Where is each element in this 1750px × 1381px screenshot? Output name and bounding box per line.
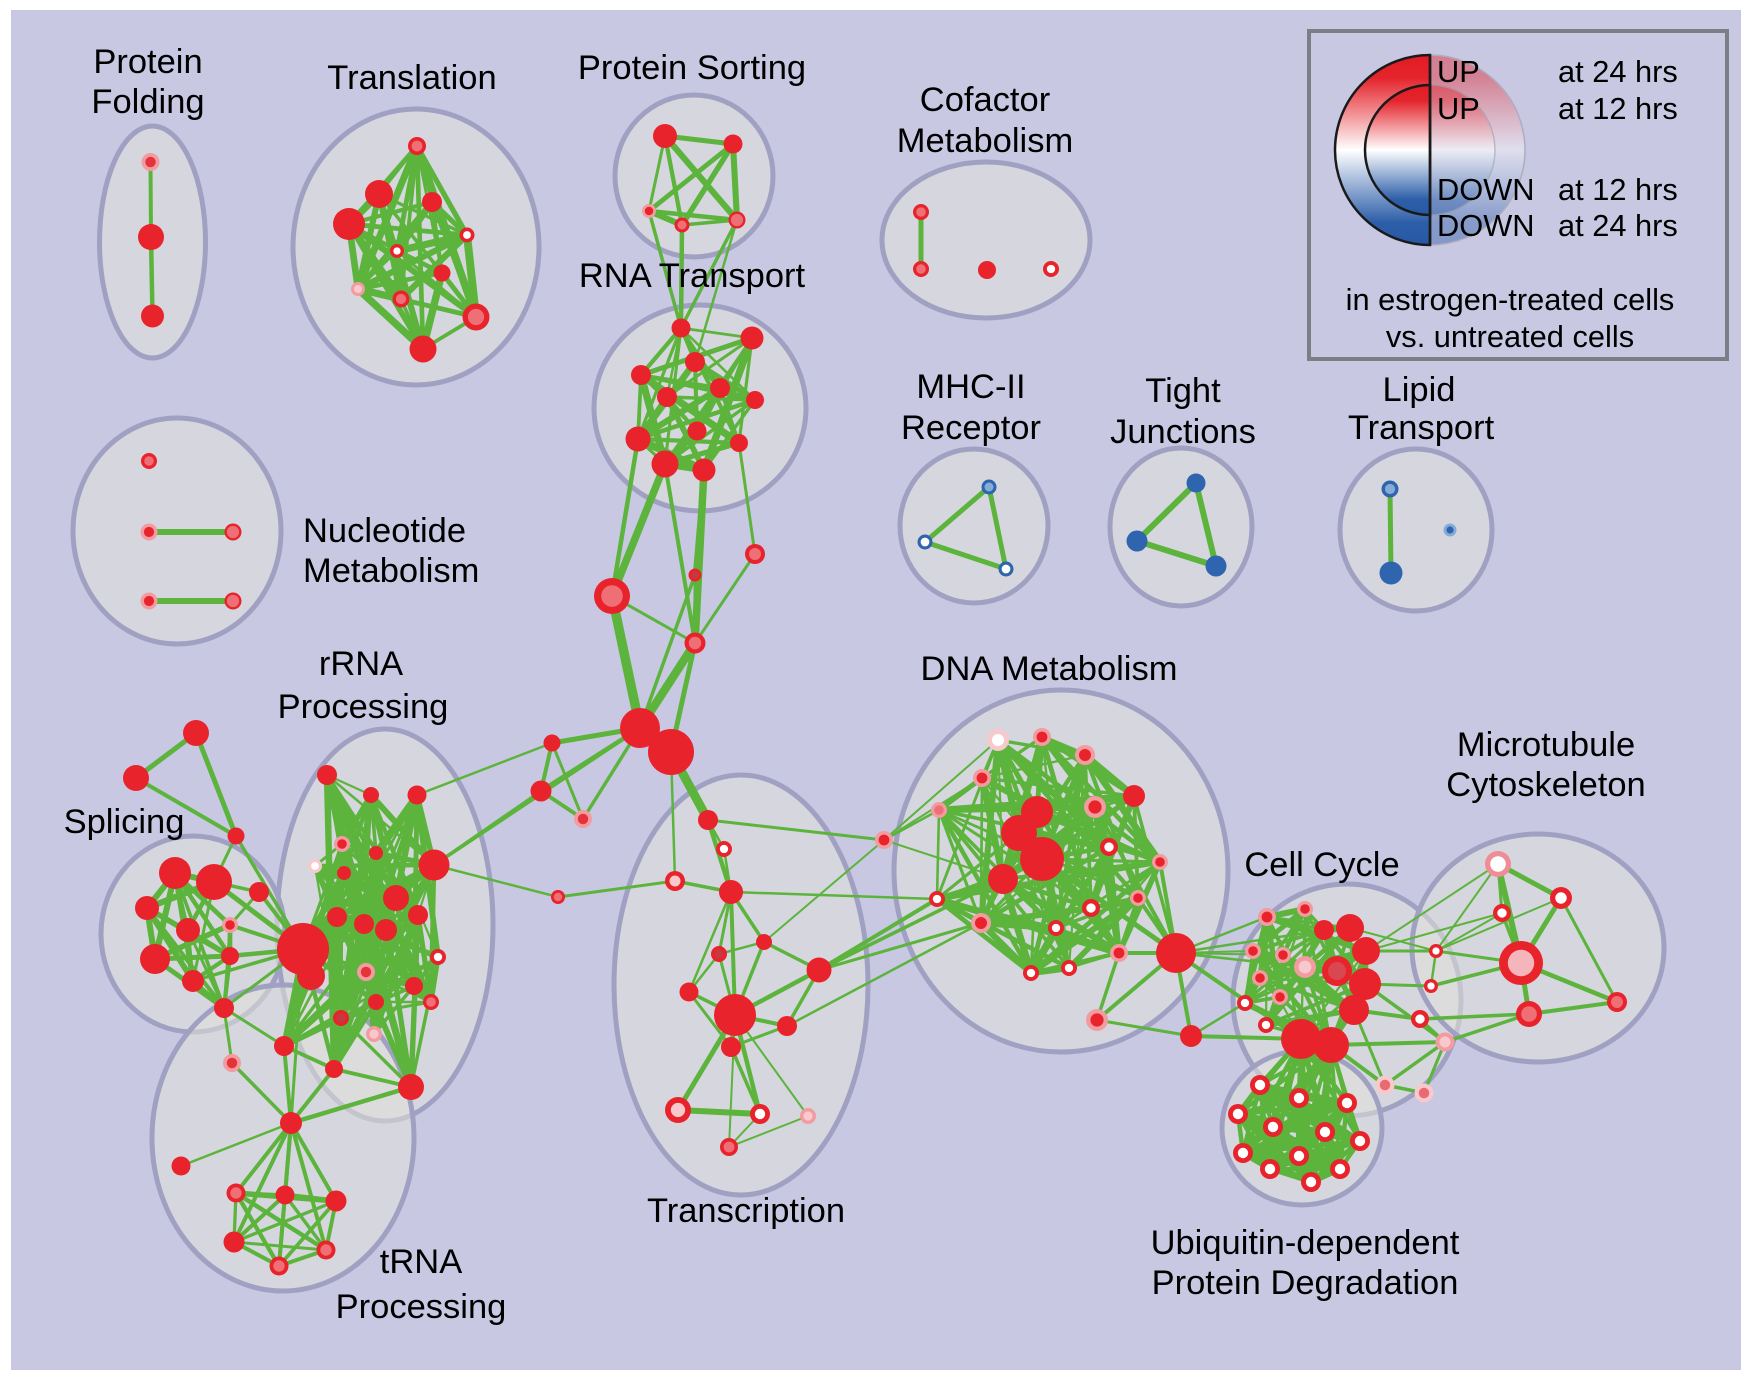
- svg-text:at 24 hrs: at 24 hrs: [1558, 54, 1678, 89]
- svg-text:Cofactor: Cofactor: [920, 81, 1050, 119]
- svg-text:UP: UP: [1437, 91, 1480, 126]
- svg-text:Nucleotide: Nucleotide: [303, 512, 466, 550]
- svg-text:Tight: Tight: [1145, 372, 1221, 410]
- svg-text:tRNA: tRNA: [380, 1243, 462, 1281]
- svg-text:at 24 hrs: at 24 hrs: [1558, 208, 1678, 243]
- svg-text:Translation: Translation: [327, 59, 496, 97]
- svg-text:in estrogen-treated cells: in estrogen-treated cells: [1346, 282, 1675, 317]
- svg-text:DOWN: DOWN: [1437, 172, 1535, 207]
- svg-text:rRNA: rRNA: [319, 645, 403, 683]
- svg-text:Metabolism: Metabolism: [897, 122, 1073, 160]
- svg-text:UP: UP: [1437, 54, 1480, 89]
- svg-text:at 12 hrs: at 12 hrs: [1558, 172, 1678, 207]
- svg-text:Transport: Transport: [1348, 409, 1495, 447]
- svg-text:Processing: Processing: [278, 688, 449, 726]
- svg-text:Metabolism: Metabolism: [303, 552, 479, 590]
- svg-text:Transcription: Transcription: [647, 1192, 845, 1230]
- svg-text:Protein: Protein: [93, 43, 202, 81]
- svg-text:Junctions: Junctions: [1110, 413, 1256, 451]
- svg-text:Receptor: Receptor: [901, 409, 1041, 447]
- svg-text:Microtubule: Microtubule: [1457, 726, 1635, 764]
- svg-text:Protein Sorting: Protein Sorting: [578, 49, 806, 87]
- svg-text:Cell Cycle: Cell Cycle: [1244, 846, 1399, 884]
- svg-text:Splicing: Splicing: [64, 803, 185, 841]
- svg-text:DOWN: DOWN: [1437, 208, 1535, 243]
- svg-text:DNA Metabolism: DNA Metabolism: [921, 650, 1178, 688]
- svg-text:Processing: Processing: [336, 1288, 507, 1326]
- svg-text:Cytoskeleton: Cytoskeleton: [1446, 766, 1645, 804]
- svg-text:RNA Transport: RNA Transport: [579, 257, 806, 295]
- svg-text:Folding: Folding: [91, 83, 204, 121]
- svg-text:at 12 hrs: at 12 hrs: [1558, 91, 1678, 126]
- svg-text:Ubiquitin-dependent: Ubiquitin-dependent: [1151, 1224, 1460, 1262]
- svg-text:MHC-II: MHC-II: [916, 368, 1025, 406]
- svg-text:Protein Degradation: Protein Degradation: [1152, 1264, 1459, 1302]
- svg-text:vs. untreated cells: vs. untreated cells: [1386, 319, 1634, 354]
- svg-text:Lipid: Lipid: [1383, 371, 1456, 409]
